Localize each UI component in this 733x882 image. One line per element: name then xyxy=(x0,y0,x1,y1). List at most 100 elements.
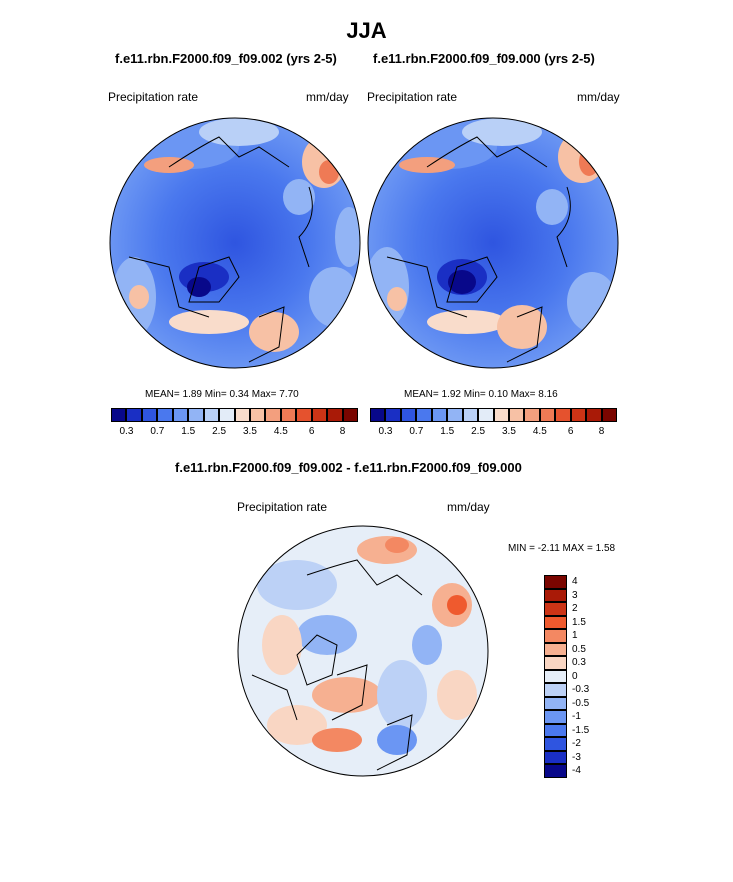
difference-colorbar-tick-label: 3 xyxy=(572,589,578,601)
panel2-colorbar xyxy=(370,408,617,422)
figure-title: JJA xyxy=(346,18,387,43)
panel2-colorbar-swatch xyxy=(447,408,463,422)
difference-colorbar-tick-label: 1 xyxy=(572,630,578,642)
difference-colorbar-swatch xyxy=(544,696,567,711)
panel2-colorbar-swatch xyxy=(555,408,571,422)
difference-colorbar-tick-label: -0.5 xyxy=(572,697,590,709)
panel2-colorbar-swatch xyxy=(570,408,587,422)
panel1-colorbar-swatch xyxy=(157,408,173,422)
panel2-colorbar-tick-label: 3.5 xyxy=(501,426,516,437)
panel1-colorbar-labels: 0.3 0.7 1.5 2.5 3.5 4.5 6 8 xyxy=(111,426,358,440)
panel2-colorbar-tick-label: 0.3 xyxy=(378,426,393,437)
panel1-colorbar-swatch xyxy=(188,408,204,422)
panel2-colorbar-swatch xyxy=(586,408,602,422)
panel1-max-label: Max= xyxy=(251,389,277,400)
difference-colorbar-tick-label: 0.5 xyxy=(572,643,586,655)
panel1-colorbar-swatch xyxy=(126,408,142,422)
diff-minmax: MIN = -2.11 MAX = 1.58 xyxy=(508,543,616,554)
panel1-colorbar-tick-label: 1.5 xyxy=(181,426,196,437)
panel2-min-value: 0.10 xyxy=(488,389,508,400)
difference-colorbar-swatch xyxy=(544,602,567,616)
difference-title: f.e11.rbn.F2000.f09_f09.002 - f.e11.rbn.… xyxy=(175,460,522,475)
difference-colorbar-tick-label: 0.3 xyxy=(572,657,586,669)
panel1-colorbar-tick-label: 0.3 xyxy=(119,426,134,437)
panel2-min-label: Min= xyxy=(463,389,486,400)
panel2-colorbar-swatch xyxy=(462,408,479,422)
panel2-stats: MEAN= 1.92 Min= 0.10 Max= 8.16 xyxy=(404,389,558,400)
panel2-max-value: 8.16 xyxy=(538,389,558,400)
panel1-colorbar-swatch xyxy=(296,408,312,422)
panel1-colorbar-swatch xyxy=(141,408,158,422)
difference-colorbar-swatch xyxy=(544,737,567,751)
difference-colorbar-swatch xyxy=(544,764,567,778)
panel1-colorbar-swatch xyxy=(249,408,266,422)
panel2-colorbar-swatch xyxy=(508,408,525,422)
panel2-colorbar-tick-label: 6 xyxy=(567,426,574,437)
panel2-polar-map xyxy=(367,117,619,369)
panel1-colorbar-tick-label: 6 xyxy=(308,426,315,437)
panel2-colorbar-swatch xyxy=(493,408,509,422)
panel1-colorbar-swatch xyxy=(327,408,343,422)
panel2-colorbar-swatch xyxy=(539,408,556,422)
panel1-colorbar-swatch xyxy=(172,408,189,422)
difference-colorbar-swatch xyxy=(544,710,567,724)
panel2-colorbar-tick-label: 2.5 xyxy=(471,426,486,437)
difference-colorbar-tick-label: -1 xyxy=(572,711,581,723)
panel2-colorbar-swatch xyxy=(416,408,432,422)
panel2-colorbar-swatch xyxy=(478,408,494,422)
panel1-min-value: 0.34 xyxy=(229,389,249,400)
difference-polar-map xyxy=(237,525,489,777)
difference-colorbar-tick-label: 1.5 xyxy=(572,616,586,628)
panel2-colorbar-swatch xyxy=(524,408,540,422)
panel1-colorbar-tick-label: 3.5 xyxy=(242,426,257,437)
panel1-colorbar-swatch xyxy=(265,408,281,422)
difference-colorbar-swatch xyxy=(544,642,567,657)
diff-variable-label: Precipitation rate xyxy=(237,500,328,514)
panel1-colorbar-swatch xyxy=(219,408,235,422)
panel1-colorbar-tick-label: 4.5 xyxy=(273,426,288,437)
difference-colorbar-tick-label: -1.5 xyxy=(572,724,590,736)
panel1-units-label: mm/day xyxy=(306,90,349,104)
panel2-colorbar-tick-label: 1.5 xyxy=(440,426,455,437)
difference-colorbar-swatch xyxy=(544,683,567,697)
panel2-colorbar-swatch xyxy=(601,408,617,422)
panel2-variable-label: Precipitation rate xyxy=(367,90,458,104)
panel1-colorbar-tick-label: 2.5 xyxy=(212,426,227,437)
panel2-colorbar-labels: 0.3 0.7 1.5 2.5 3.5 4.5 6 8 xyxy=(370,426,617,440)
panel2-colorbar-tick-label: 8 xyxy=(598,426,605,437)
panel1-colorbar-tick-label: 8 xyxy=(339,426,346,437)
panel1-polar-map xyxy=(109,117,361,369)
difference-colorbar xyxy=(544,575,567,778)
panel1-min-label: Min= xyxy=(204,389,227,400)
difference-colorbar-swatch xyxy=(544,629,567,643)
difference-colorbar-swatch xyxy=(544,615,567,630)
panel2-max-label: Max= xyxy=(510,389,536,400)
panel1-colorbar-swatch xyxy=(111,408,127,422)
difference-colorbar-tick-label: -2 xyxy=(572,738,581,750)
panel1-variable-label: Precipitation rate xyxy=(108,90,199,104)
difference-colorbar-tick-label: -0.3 xyxy=(572,684,590,696)
panel1-stats: MEAN= 1.89 Min= 0.34 Max= 7.70 xyxy=(145,389,299,400)
panel2-colorbar-tick-label: 0.7 xyxy=(409,426,424,437)
panel2-colorbar-swatch xyxy=(370,408,386,422)
panel1-max-value: 7.70 xyxy=(279,389,299,400)
diff-units-label: mm/day xyxy=(447,500,490,514)
panel1-colorbar-tick-label: 0.7 xyxy=(150,426,165,437)
difference-colorbar-tick-label: 2 xyxy=(572,603,578,615)
difference-colorbar-tick-label: -4 xyxy=(572,765,581,777)
panel1-colorbar-swatch xyxy=(342,408,358,422)
difference-colorbar-labels: 4 3 2 1.5 1 0.5 0.3 0 -0.3 -0.5 -1 -1.5 -2 -3 -4 xyxy=(572,575,612,778)
difference-colorbar-tick-label: -3 xyxy=(572,751,581,763)
difference-colorbar-swatch xyxy=(544,750,567,765)
difference-colorbar-swatch xyxy=(544,669,567,684)
panel2-mean-label: MEAN= xyxy=(404,389,439,400)
difference-colorbar-tick-label: 4 xyxy=(572,576,578,587)
panel1-title: f.e11.rbn.F2000.f09_f09.002 (yrs 2-5) xyxy=(115,51,337,66)
panel2-colorbar-swatch xyxy=(431,408,448,422)
panel2-colorbar-swatch xyxy=(385,408,401,422)
difference-colorbar-swatch xyxy=(544,723,567,738)
panel2-units-label: mm/day xyxy=(577,90,620,104)
difference-colorbar-swatch xyxy=(544,656,567,670)
panel2-colorbar-swatch xyxy=(400,408,417,422)
panel1-colorbar-swatch xyxy=(203,408,220,422)
